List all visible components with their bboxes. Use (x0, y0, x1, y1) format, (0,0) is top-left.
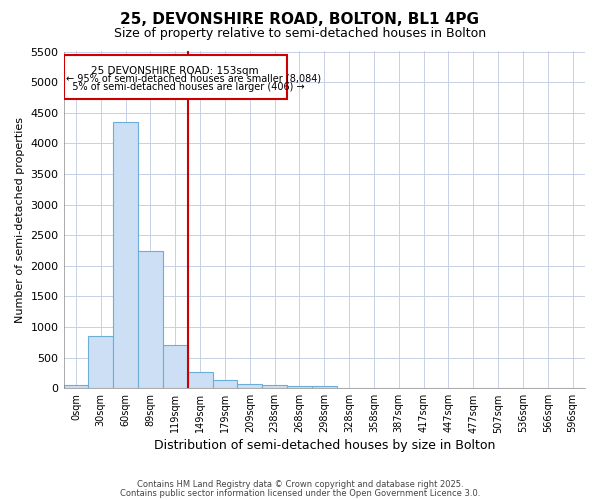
Text: 5% of semi-detached houses are larger (406) →: 5% of semi-detached houses are larger (4… (66, 82, 305, 92)
Text: Contains public sector information licensed under the Open Government Licence 3.: Contains public sector information licen… (120, 488, 480, 498)
Bar (287, 386, 312, 388)
Text: Size of property relative to semi-detached houses in Bolton: Size of property relative to semi-detach… (114, 28, 486, 40)
Text: 25 DEVONSHIRE ROAD: 153sqm: 25 DEVONSHIRE ROAD: 153sqm (91, 66, 259, 76)
Bar (212, 380, 238, 388)
Bar (113, 122, 138, 388)
Y-axis label: Number of semi-detached properties: Number of semi-detached properties (15, 117, 25, 323)
Bar (312, 386, 337, 388)
Bar (88, 336, 113, 388)
Bar (64, 386, 88, 388)
Bar (163, 346, 188, 389)
Bar (238, 384, 262, 388)
FancyBboxPatch shape (64, 54, 287, 100)
Text: ← 95% of semi-detached houses are smaller (8,084): ← 95% of semi-detached houses are smalle… (66, 74, 321, 84)
Bar (138, 250, 163, 388)
Bar (262, 385, 287, 388)
Bar (188, 372, 212, 388)
Text: 25, DEVONSHIRE ROAD, BOLTON, BL1 4PG: 25, DEVONSHIRE ROAD, BOLTON, BL1 4PG (121, 12, 479, 28)
X-axis label: Distribution of semi-detached houses by size in Bolton: Distribution of semi-detached houses by … (154, 440, 495, 452)
Text: Contains HM Land Registry data © Crown copyright and database right 2025.: Contains HM Land Registry data © Crown c… (137, 480, 463, 489)
